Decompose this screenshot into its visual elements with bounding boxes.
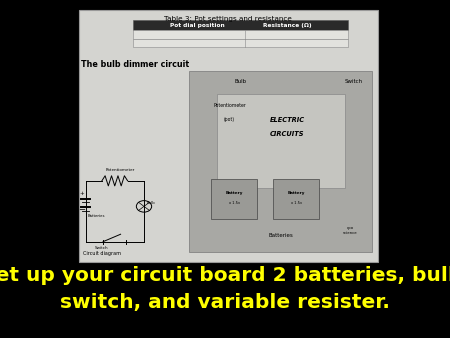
Text: Batteries: Batteries	[268, 233, 293, 238]
FancyBboxPatch shape	[133, 20, 348, 30]
Text: −: −	[78, 205, 86, 214]
Text: CIRCUITS: CIRCUITS	[270, 130, 304, 137]
Text: x 1.5v: x 1.5v	[291, 201, 302, 205]
Text: Switch: Switch	[345, 79, 363, 84]
FancyBboxPatch shape	[133, 39, 348, 47]
Text: Circuit diagram: Circuit diagram	[83, 250, 121, 256]
Text: Resistance (Ω): Resistance (Ω)	[263, 23, 312, 27]
Text: Switch: Switch	[95, 246, 109, 250]
Text: ELECTRIC: ELECTRIC	[270, 117, 305, 123]
Text: Set up your circuit board 2 batteries, bulb,: Set up your circuit board 2 batteries, b…	[0, 266, 450, 285]
Text: +: +	[80, 191, 84, 196]
Text: (pot): (pot)	[224, 117, 235, 122]
Text: Bulb: Bulb	[234, 79, 247, 84]
Text: cpo
science: cpo science	[343, 226, 357, 235]
Text: Table 3: Pot settings and resistance: Table 3: Pot settings and resistance	[164, 16, 292, 22]
Text: Potentiometer: Potentiometer	[106, 168, 135, 172]
Text: Bulb: Bulb	[146, 201, 155, 206]
Text: Battery: Battery	[288, 191, 305, 195]
Text: Batteries: Batteries	[88, 214, 105, 218]
Text: Battery: Battery	[225, 191, 243, 195]
FancyBboxPatch shape	[212, 179, 257, 219]
Text: Pot dial position: Pot dial position	[170, 23, 225, 27]
FancyBboxPatch shape	[79, 10, 378, 262]
Text: x 1.5v: x 1.5v	[229, 201, 240, 205]
Text: The bulb dimmer circuit: The bulb dimmer circuit	[81, 60, 189, 69]
Text: Potentiometer: Potentiometer	[213, 103, 246, 108]
FancyBboxPatch shape	[274, 179, 319, 219]
FancyBboxPatch shape	[189, 71, 372, 252]
Text: switch, and variable resister.: switch, and variable resister.	[60, 293, 390, 312]
FancyBboxPatch shape	[133, 30, 348, 39]
FancyBboxPatch shape	[217, 94, 345, 188]
